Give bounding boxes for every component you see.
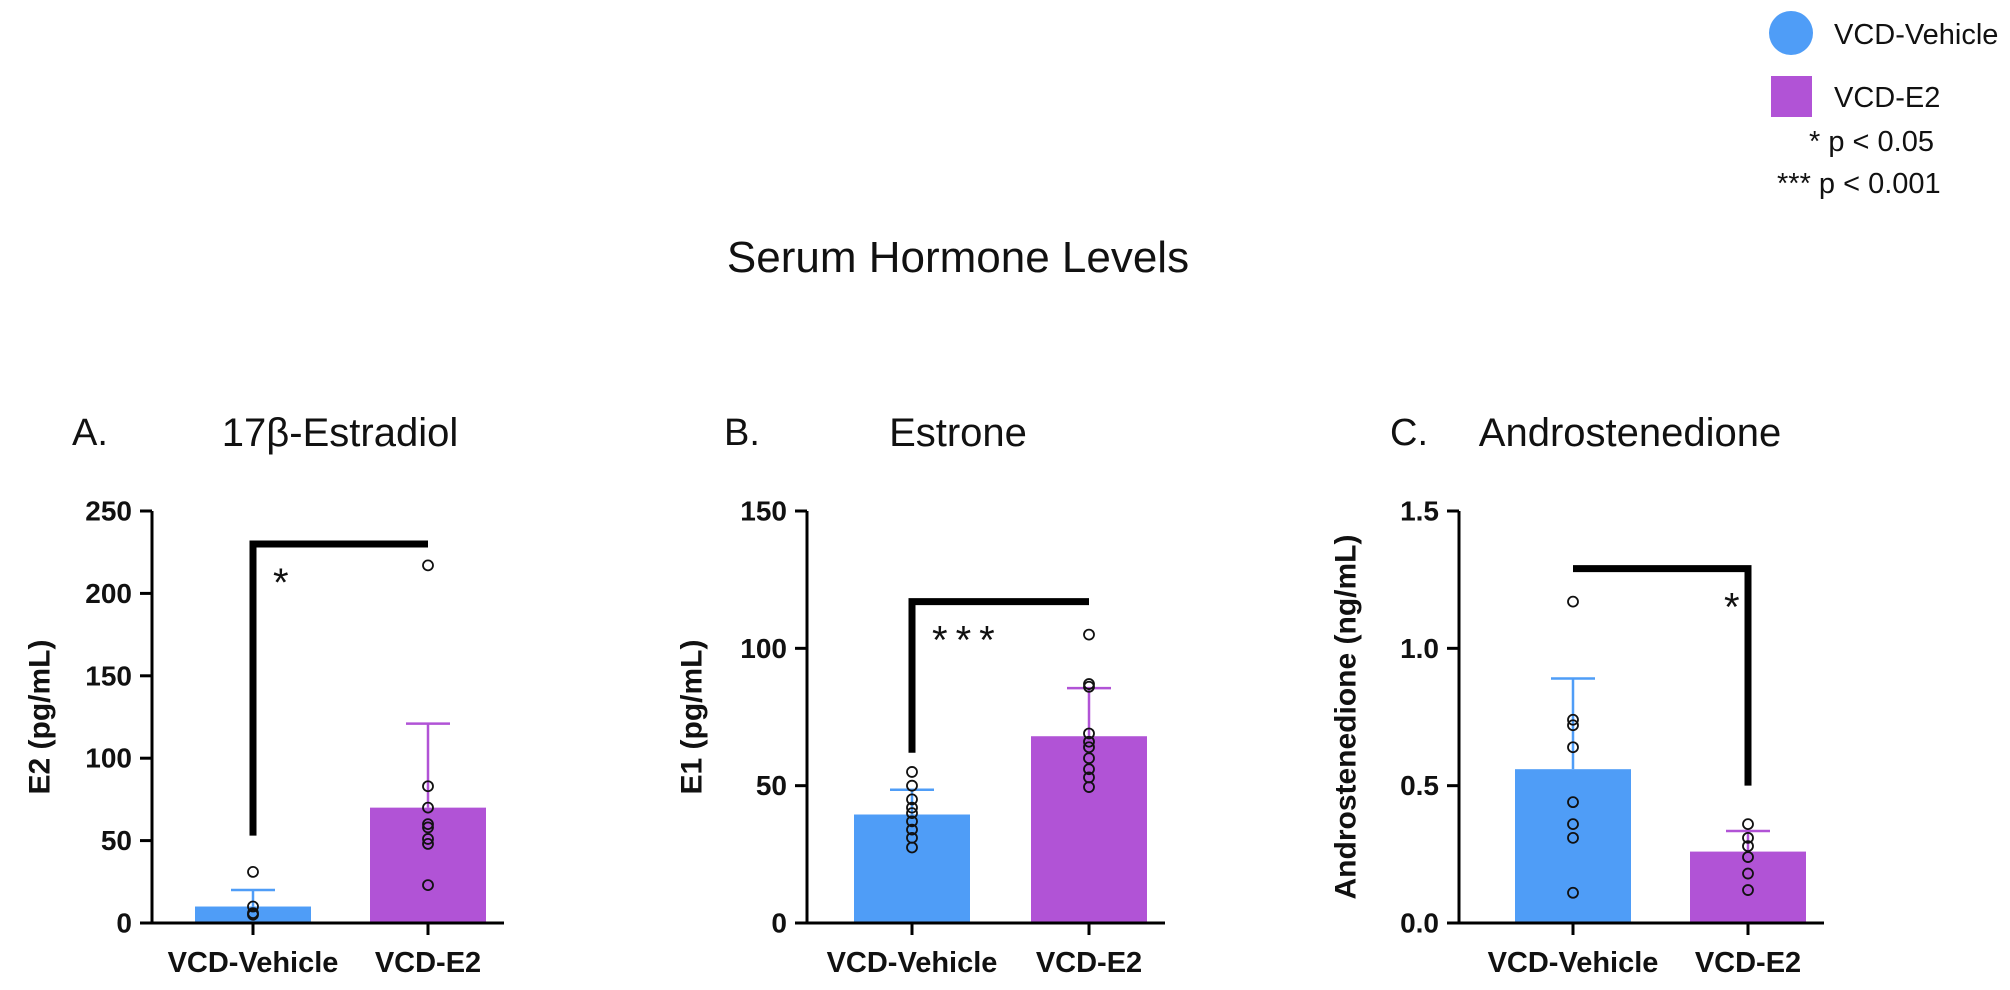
data-point bbox=[906, 807, 918, 820]
panel-letter: B. bbox=[724, 412, 760, 454]
data-point bbox=[1567, 886, 1579, 899]
y-tick-label: 1.5 bbox=[1400, 496, 1439, 527]
data-point bbox=[906, 801, 918, 814]
legend-note-p05: * p < 0.05 bbox=[1809, 126, 1934, 158]
data-point bbox=[1567, 831, 1579, 844]
bar bbox=[195, 906, 311, 923]
x-tick-label: VCD-Vehicle bbox=[1488, 947, 1659, 979]
data-point bbox=[1567, 719, 1579, 732]
data-point bbox=[1567, 818, 1579, 831]
y-tick-label: 0.5 bbox=[1400, 770, 1439, 801]
bar bbox=[854, 814, 970, 923]
data-point bbox=[1742, 884, 1754, 896]
legend-swatch-e2 bbox=[1771, 76, 1812, 117]
data-point bbox=[422, 879, 434, 891]
data-point bbox=[1083, 628, 1095, 641]
data-point bbox=[1567, 796, 1579, 809]
y-axis-label: Androstenedione (ng/mL) bbox=[1330, 535, 1363, 900]
y-tick-label: 250 bbox=[85, 496, 132, 527]
data-point bbox=[1083, 678, 1095, 690]
data-point bbox=[1083, 752, 1095, 765]
y-tick-label: 150 bbox=[85, 660, 132, 691]
y-tick-label: 100 bbox=[740, 633, 787, 664]
figure-title: Serum Hormone Levels bbox=[727, 233, 1189, 282]
bar bbox=[1515, 769, 1631, 923]
panel-letter: A. bbox=[72, 412, 108, 454]
legend-note-p001: *** p < 0.001 bbox=[1777, 168, 1941, 200]
panel-b: B. Estrone E1 (pg/mL) VCD-Vehicle VCD-E2 0 50 1… bbox=[676, 411, 1165, 979]
data-point bbox=[1742, 840, 1754, 852]
y-axis-label: E1 (pg/mL) bbox=[676, 640, 709, 795]
data-point bbox=[1083, 771, 1095, 784]
data-point bbox=[247, 866, 259, 878]
x-tick-label: VCD-E2 bbox=[1036, 947, 1142, 979]
data-point bbox=[247, 907, 259, 920]
y-tick-label: 150 bbox=[740, 496, 787, 527]
bar bbox=[1031, 736, 1147, 923]
data-point bbox=[422, 780, 434, 793]
panel-letter: C. bbox=[1390, 412, 1428, 454]
data-point bbox=[1742, 831, 1754, 844]
data-point bbox=[1083, 763, 1095, 776]
data-point bbox=[1742, 851, 1754, 863]
data-point bbox=[906, 815, 918, 828]
significance-bracket bbox=[1573, 565, 1752, 786]
data-point bbox=[906, 831, 918, 844]
x-tick-label: VCD-E2 bbox=[375, 947, 481, 979]
data-point bbox=[906, 793, 918, 806]
legend-swatch-vehicle bbox=[1769, 11, 1813, 55]
legend-label-vehicle: VCD-Vehicle bbox=[1834, 19, 1998, 51]
data-point bbox=[906, 823, 918, 836]
panel-a: A. 17β-Estradiol E2 (pg/mL) VCD-Vehicle VCD-… bbox=[24, 411, 504, 979]
data-point bbox=[422, 821, 434, 834]
x-tick-label: VCD-Vehicle bbox=[827, 947, 998, 979]
data-point bbox=[1083, 727, 1095, 740]
bar bbox=[1690, 851, 1806, 923]
data-point bbox=[422, 833, 434, 845]
y-tick-label: 50 bbox=[101, 825, 132, 856]
y-tick-label: 200 bbox=[85, 578, 132, 609]
data-point bbox=[1567, 713, 1579, 726]
bar bbox=[370, 807, 486, 923]
panel-c: C. Androstenedione Androstenedione (ng/mL)… bbox=[1330, 411, 1824, 979]
significance-bracket bbox=[908, 598, 1089, 753]
significance-marker: * bbox=[273, 561, 289, 605]
significance-marker: *** bbox=[932, 619, 1003, 663]
panel-title: 17β-Estradiol bbox=[222, 411, 458, 455]
data-point bbox=[1567, 595, 1579, 608]
y-tick-label: 0.0 bbox=[1400, 908, 1439, 939]
data-point bbox=[422, 559, 434, 572]
data-point bbox=[247, 900, 259, 913]
y-tick-label: 50 bbox=[756, 770, 787, 801]
y-axis-label: E2 (pg/mL) bbox=[24, 640, 57, 795]
data-point bbox=[1742, 867, 1754, 880]
y-tick-label: 0 bbox=[116, 908, 132, 939]
y-tick-label: 1.0 bbox=[1400, 633, 1439, 664]
data-point bbox=[906, 766, 918, 778]
data-point bbox=[422, 837, 434, 850]
significance-marker: * bbox=[1724, 586, 1740, 630]
data-point bbox=[1567, 741, 1579, 754]
legend: VCD-Vehicle VCD-E2 * p < 0.05 *** p < 0.… bbox=[1769, 11, 1998, 200]
data-point bbox=[1083, 735, 1095, 748]
data-point bbox=[422, 818, 434, 831]
significance-bracket bbox=[249, 540, 428, 836]
data-point bbox=[1083, 741, 1095, 754]
x-tick-label: VCD-E2 bbox=[1695, 947, 1801, 979]
x-tick-label: VCD-Vehicle bbox=[168, 947, 339, 979]
panel-title: Androstenedione bbox=[1479, 411, 1781, 455]
data-point bbox=[906, 779, 918, 792]
legend-label-e2: VCD-E2 bbox=[1834, 82, 1940, 114]
y-tick-label: 0 bbox=[771, 908, 787, 939]
data-point bbox=[422, 801, 434, 814]
y-tick-label: 100 bbox=[85, 743, 132, 774]
panel-title: Estrone bbox=[889, 411, 1027, 455]
data-point bbox=[1742, 818, 1754, 831]
